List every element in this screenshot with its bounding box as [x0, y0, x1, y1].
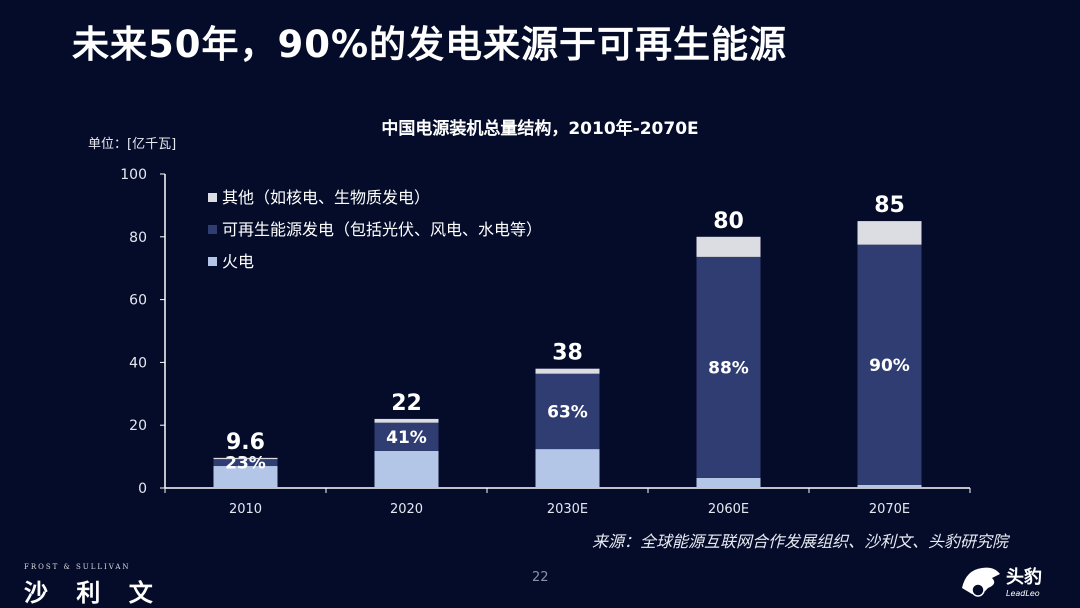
bar-segment-other	[857, 221, 922, 245]
bar-segment-other	[535, 368, 600, 374]
bar-segment-renewable	[857, 244, 922, 485]
total-label: 80	[713, 209, 744, 234]
legend-swatch	[208, 225, 217, 234]
bar-segment-fire	[535, 449, 600, 488]
total-label: 22	[391, 391, 422, 416]
x-tick-label: 2010	[229, 502, 262, 517]
y-tick-label: 0	[138, 481, 147, 497]
x-tick-label: 2020	[390, 502, 423, 517]
renewable-share-label: 41%	[386, 428, 427, 448]
x-tick-label: 2070E	[869, 502, 910, 517]
bar-segment-renewable	[535, 373, 600, 450]
total-label: 38	[552, 341, 583, 366]
bar-segment-fire	[696, 477, 761, 488]
leopard-icon	[962, 567, 1000, 597]
y-tick-label: 100	[120, 167, 147, 183]
legend-label: 火电	[222, 252, 254, 271]
total-label: 85	[874, 193, 905, 218]
renewable-share-label: 23%	[225, 454, 266, 474]
legend-swatch	[208, 193, 217, 202]
x-tick-label: 2030E	[547, 502, 588, 517]
leadleo-logo: 头豹 LeadLeo	[958, 562, 1042, 598]
y-tick-label: 80	[129, 230, 147, 246]
bar-segment-fire	[213, 466, 278, 488]
frost-sullivan-logo: FROST & SULLIVAN 沙 利 文	[24, 563, 163, 608]
bar-segment-renewable	[213, 459, 278, 467]
legend-label: 可再生能源发电（包括光伏、风电、水电等）	[222, 220, 542, 239]
y-tick-label: 40	[129, 355, 147, 371]
legend-label: 其他（如核电、生物质发电）	[222, 188, 430, 207]
logo-cn: 头豹	[1006, 566, 1042, 588]
renewable-share-label: 63%	[547, 402, 588, 422]
logo-en: FROST & SULLIVAN	[24, 563, 131, 571]
slide-headline: 未来50年，90%的发电来源于可再生能源	[72, 23, 788, 66]
logo-cn: 沙 利 文	[24, 579, 163, 607]
bar-segment-fire	[857, 484, 922, 488]
legend-swatch	[208, 257, 217, 266]
bar-segment-fire	[374, 450, 439, 488]
bar-segment-other	[213, 457, 278, 460]
y-tick-label: 20	[129, 418, 147, 434]
renewable-share-label: 90%	[869, 356, 910, 376]
bar-segment-other	[696, 236, 761, 257]
x-tick-label: 2060E	[708, 502, 749, 517]
unit-label: 单位：[亿千瓦]	[88, 137, 177, 152]
bar-segment-renewable	[696, 256, 761, 478]
renewable-share-label: 88%	[708, 358, 749, 378]
bar-segment-other	[374, 418, 439, 423]
page-number: 22	[532, 570, 549, 585]
logo-en: LeadLeo	[1006, 588, 1040, 598]
bar-segment-renewable	[374, 422, 439, 451]
total-label: 9.6	[226, 430, 265, 455]
chart-title: 中国电源装机总量结构，2010年-2070E	[381, 119, 699, 139]
source-note: 来源：全球能源互联网合作发展组织、沙利文、头豹研究院	[591, 532, 1008, 551]
y-tick-label: 60	[129, 293, 147, 309]
